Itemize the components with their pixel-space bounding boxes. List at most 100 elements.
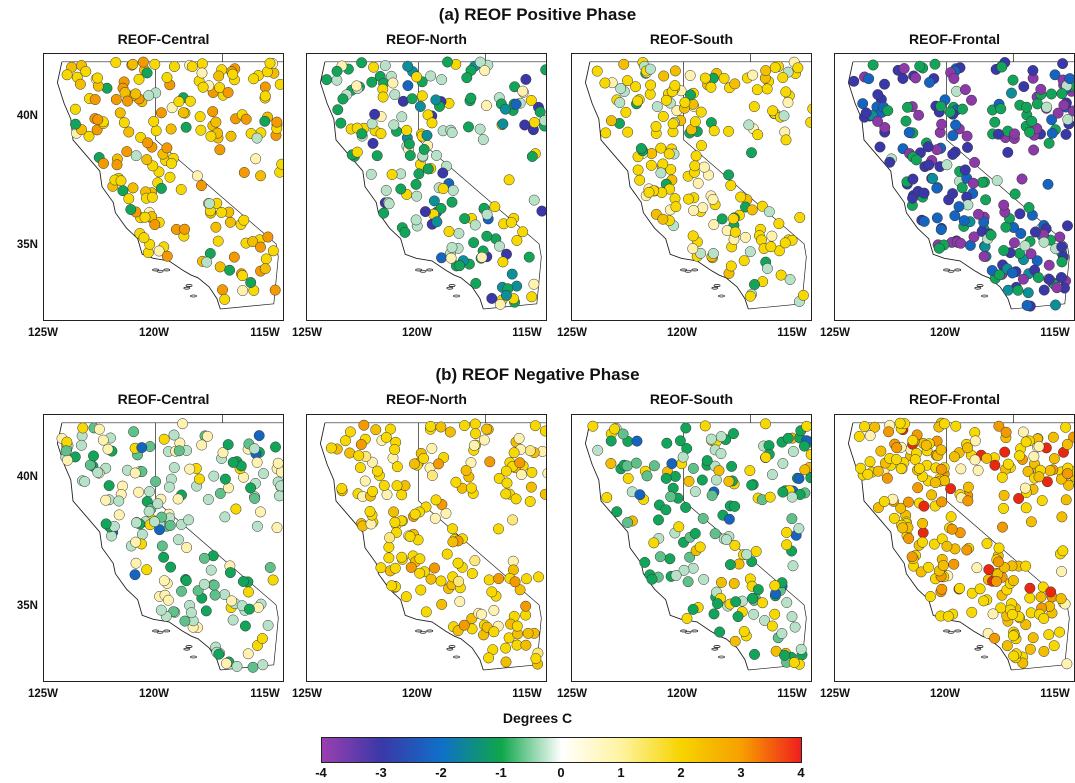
- station-marker: [251, 456, 263, 468]
- station-marker: [920, 439, 932, 451]
- station-marker: [513, 432, 525, 444]
- station-marker: [409, 508, 421, 520]
- station-marker: [991, 175, 1003, 187]
- map-svg: [56, 54, 283, 310]
- station-marker: [601, 492, 613, 503]
- station-marker: [1020, 436, 1032, 448]
- station-marker: [695, 106, 707, 118]
- station-marker: [452, 557, 464, 569]
- station-marker: [365, 168, 377, 180]
- station-marker: [461, 72, 473, 84]
- station-marker: [200, 605, 212, 617]
- station-marker: [520, 639, 532, 651]
- station-marker: [1016, 173, 1028, 185]
- station-marker: [113, 495, 125, 507]
- station-marker: [805, 116, 811, 128]
- station-marker: [168, 462, 180, 474]
- station-marker: [125, 204, 137, 215]
- station-marker: [969, 435, 981, 447]
- colorbar-tick: 4: [797, 765, 805, 780]
- station-marker: [705, 81, 717, 93]
- x-tick-label: 125W: [819, 688, 851, 700]
- station-marker: [446, 196, 458, 208]
- station-marker: [141, 564, 153, 576]
- colorbar-tick: 3: [737, 765, 745, 780]
- station-marker: [359, 475, 371, 487]
- station-marker: [798, 440, 810, 452]
- station-marker: [1024, 592, 1036, 604]
- station-marker: [425, 420, 437, 432]
- station-marker: [701, 455, 713, 467]
- station-marker: [725, 260, 737, 272]
- station-marker: [474, 123, 486, 135]
- station-marker: [396, 489, 408, 501]
- station-marker: [862, 468, 874, 480]
- station-marker: [494, 240, 505, 252]
- x-tick-label: 115W: [250, 327, 280, 339]
- station-marker: [788, 657, 800, 669]
- station-marker: [853, 430, 865, 442]
- station-marker: [389, 444, 401, 455]
- station-marker: [895, 463, 907, 475]
- station-marker: [748, 608, 760, 620]
- station-marker: [914, 60, 926, 72]
- station-marker: [605, 458, 617, 469]
- station-marker: [857, 98, 869, 110]
- station-marker: [1021, 299, 1033, 311]
- station-marker: [869, 421, 881, 433]
- station-marker: [949, 210, 961, 222]
- station-marker: [750, 545, 762, 557]
- station-marker: [707, 193, 719, 205]
- station-marker: [699, 420, 711, 432]
- station-marker: [779, 649, 790, 661]
- colorbar-tick: -4: [315, 765, 327, 780]
- station-marker: [922, 561, 934, 573]
- station-marker: [61, 69, 73, 81]
- station-marker: [431, 149, 442, 161]
- station-marker: [202, 494, 214, 505]
- station-marker: [520, 73, 532, 85]
- station-marker: [240, 113, 252, 125]
- station-marker: [510, 98, 522, 110]
- station-marker: [882, 105, 894, 117]
- y-tick-label: 40N: [16, 110, 38, 122]
- station-marker: [1043, 137, 1055, 149]
- station-marker: [985, 229, 997, 241]
- station-marker: [689, 116, 701, 128]
- station-marker: [793, 473, 805, 484]
- station-marker: [430, 494, 442, 506]
- station-marker: [941, 159, 953, 171]
- station-marker: [761, 83, 773, 95]
- station-marker: [747, 592, 758, 604]
- station-marker: [1041, 101, 1053, 113]
- station-marker: [177, 418, 189, 430]
- station-marker: [969, 156, 981, 168]
- station-marker: [1043, 629, 1055, 641]
- x-tick-label: 120W: [401, 327, 433, 339]
- station-marker: [931, 212, 943, 224]
- station-marker: [723, 513, 735, 525]
- map-svg: [319, 54, 546, 310]
- station-marker: [709, 528, 721, 540]
- station-marker: [947, 188, 959, 200]
- x-tick-label: 120W: [929, 327, 961, 339]
- station-marker: [493, 523, 504, 535]
- station-marker: [196, 180, 207, 192]
- station-marker: [682, 576, 694, 588]
- island: [684, 630, 692, 634]
- station-marker: [269, 284, 281, 296]
- station-marker: [966, 94, 977, 106]
- station-marker: [216, 206, 227, 218]
- station-marker: [115, 175, 127, 187]
- station-marker: [179, 615, 191, 627]
- station-marker: [267, 574, 279, 586]
- station-marker: [670, 201, 682, 213]
- station-marker: [165, 123, 177, 135]
- station-marker: [542, 468, 546, 479]
- station-marker: [1027, 65, 1039, 76]
- station-marker: [786, 513, 798, 525]
- station-marker: [622, 517, 634, 528]
- station-marker: [465, 457, 477, 469]
- station-marker: [667, 118, 679, 130]
- station-marker: [404, 150, 416, 161]
